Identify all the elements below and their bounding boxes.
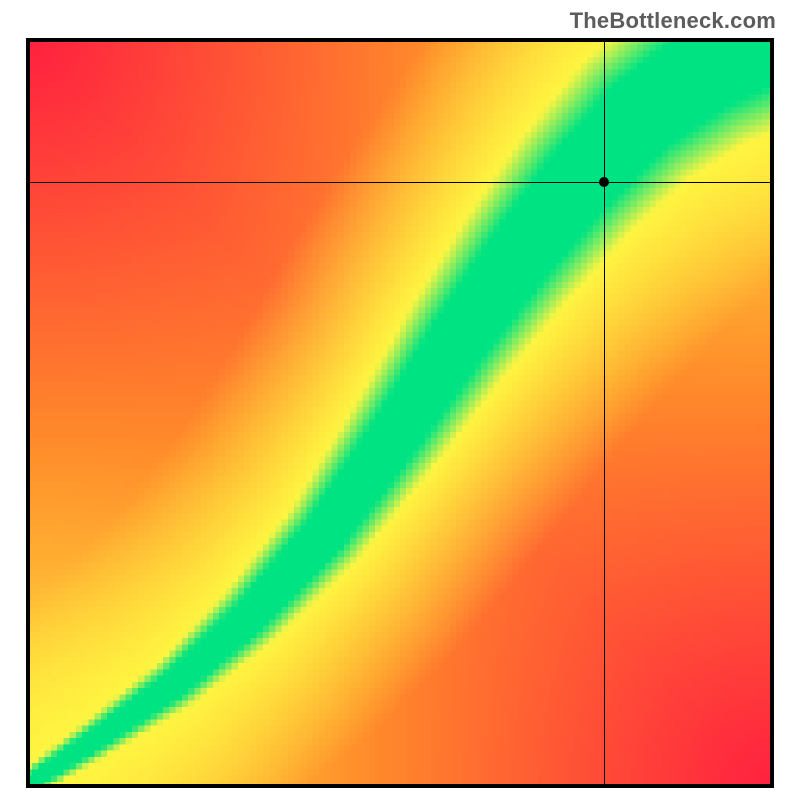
watermark-label: TheBottleneck.com [570, 8, 776, 34]
heatmap-plot-area [26, 38, 774, 788]
page-root: TheBottleneck.com [0, 0, 800, 800]
heatmap-canvas [26, 38, 774, 788]
